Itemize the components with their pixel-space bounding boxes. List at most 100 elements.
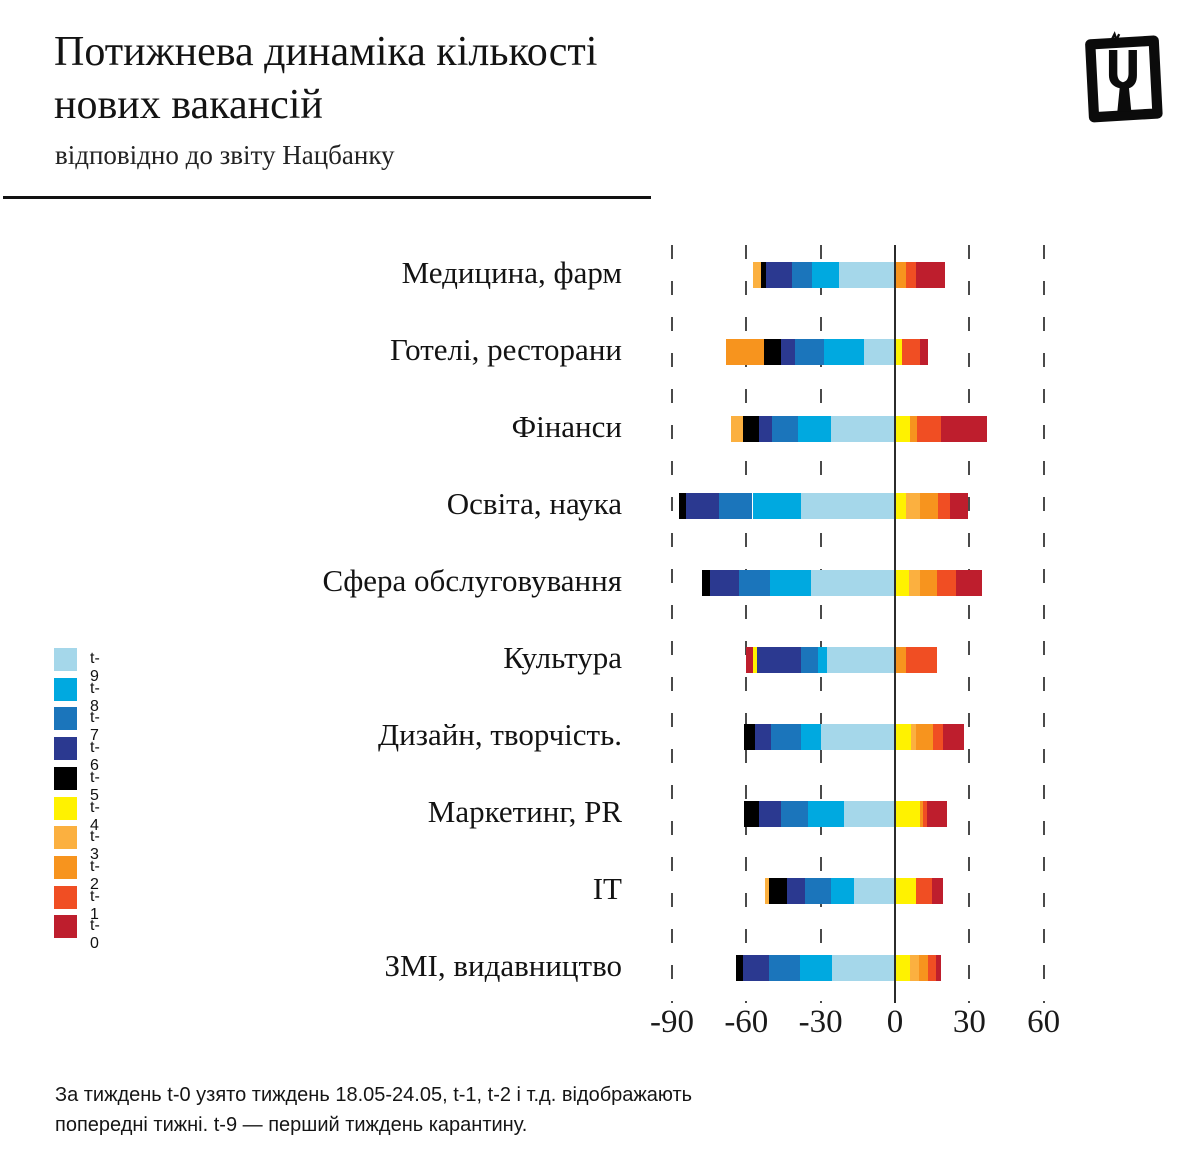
bar-segment-t-3 xyxy=(764,878,769,904)
category-label: Медицина, фарм xyxy=(401,255,622,290)
bar-segment-t-6 xyxy=(787,878,805,904)
bar-segment-t-0 xyxy=(916,262,945,288)
bar-segment-t-9 xyxy=(800,493,895,519)
bar-segment-t-3 xyxy=(752,262,762,288)
bar-segment-t-8 xyxy=(798,416,831,442)
bar-segment-t-7 xyxy=(781,801,809,827)
bar-segment-t-1 xyxy=(938,493,950,519)
bar-segment-t-4 xyxy=(895,955,910,981)
category-label: Культура xyxy=(503,640,622,675)
bar-segment-t-1 xyxy=(902,339,920,365)
bar-segment-t-9 xyxy=(864,339,895,365)
axis-tick-label: 30 xyxy=(952,1004,986,1040)
bar-segment-t-7 xyxy=(719,493,753,519)
bar-segment-t-2 xyxy=(919,801,924,827)
bar-segment-t-1 xyxy=(916,878,933,904)
bar-segment-t-1 xyxy=(928,955,936,981)
bar-segment-t-4 xyxy=(895,801,920,827)
legend-swatch-t-5 xyxy=(54,766,77,790)
category-label: Дизайн, творчість. xyxy=(377,717,622,752)
bar-segment-t-0 xyxy=(949,493,969,519)
legend-swatch-t-7 xyxy=(54,707,77,731)
bar-segment-t-9 xyxy=(830,416,895,442)
bar-segment-t-6 xyxy=(758,416,773,442)
bar-segment-t-2 xyxy=(919,570,938,596)
legend-swatch-t-1 xyxy=(54,885,77,909)
bar-segment-t-7 xyxy=(794,339,825,365)
bar-segment-t-1 xyxy=(933,724,944,750)
bar-segment-t-5 xyxy=(736,955,743,981)
legend-label: t-3 xyxy=(90,828,100,864)
legend-label: t-8 xyxy=(90,679,100,715)
gridline--90 xyxy=(670,245,673,1003)
legend-swatch-t-2 xyxy=(54,855,77,879)
bar-segment-t-1 xyxy=(906,647,938,673)
bar-segment-t-5 xyxy=(701,570,711,596)
bar-segment-t-7 xyxy=(804,878,831,904)
bar-segment-t-6 xyxy=(757,647,801,673)
bar-segment-t-4 xyxy=(895,570,909,596)
bar-segment-t-9 xyxy=(826,647,895,673)
bar-segment-t-8 xyxy=(808,801,845,827)
legend-label: t-0 xyxy=(90,917,100,953)
bar-segment-t-5 xyxy=(679,493,686,519)
bar-segment-t-9 xyxy=(820,724,895,750)
bar-segment-t-1 xyxy=(917,416,941,442)
bar-segment-t-5 xyxy=(768,878,788,904)
bar-segment-t-3 xyxy=(731,416,743,442)
axis-tick-label: 60 xyxy=(1027,1004,1061,1040)
gridline--60 xyxy=(745,245,748,1003)
bar-segment-t-3 xyxy=(909,955,919,981)
axis-tick-label: -90 xyxy=(649,1004,694,1040)
bar-segment-t-7 xyxy=(771,724,801,750)
legend-swatch-t-4 xyxy=(54,796,77,820)
bar-segment-t-7 xyxy=(792,262,812,288)
bar-segment-t-8 xyxy=(799,955,832,981)
bar-segment-t-0 xyxy=(932,878,944,904)
legend-label: t-1 xyxy=(90,887,100,923)
bar-segment-t-9 xyxy=(854,878,895,904)
bar-segment-t-0 xyxy=(919,339,929,365)
bar-segment-t-1 xyxy=(906,262,917,288)
bar-segment-t-0 xyxy=(935,955,941,981)
bar-segment-t-4 xyxy=(895,724,912,750)
bar-segment-t-2 xyxy=(726,339,764,365)
legend-swatch-t-0 xyxy=(54,915,77,939)
bar-segment-t-8 xyxy=(818,647,827,673)
bar-segment-t-7 xyxy=(772,416,799,442)
gridline-60 xyxy=(1042,245,1045,1003)
footnote-line2: попередні тижні. t-9 — перший тиждень ка… xyxy=(55,1114,528,1136)
axis-tick-label: -30 xyxy=(798,1004,843,1040)
bar-segment-t-8 xyxy=(769,570,811,596)
legend-swatch-t-3 xyxy=(54,826,77,850)
bar-segment-t-8 xyxy=(811,262,840,288)
bar-segment-t-2 xyxy=(909,416,918,442)
category-label: Маркетинг, PR xyxy=(427,794,622,829)
bar-segment-t-4 xyxy=(752,647,758,673)
bar-segment-t-3 xyxy=(908,570,920,596)
bar-segment-t-4 xyxy=(895,416,910,442)
bar-segment-t-6 xyxy=(754,724,772,750)
bar-segment-t-8 xyxy=(830,878,855,904)
bar-segment-t-7 xyxy=(768,955,800,981)
bar-segment-t-5 xyxy=(743,724,755,750)
zero-axis-line xyxy=(894,245,896,1003)
bar-segment-t-2 xyxy=(916,724,934,750)
legend-swatch-t-9 xyxy=(54,648,77,671)
bar-segment-t-8 xyxy=(800,724,821,750)
legend-label: t-7 xyxy=(90,709,100,745)
bar-segment-t-6 xyxy=(758,801,781,827)
bar-segment-t-9 xyxy=(810,570,895,596)
bar-segment-t-7 xyxy=(738,570,770,596)
category-label: Готелі, ресторани xyxy=(389,332,622,367)
bar-segment-t-2 xyxy=(919,493,939,519)
bar-segment-t-3 xyxy=(906,493,920,519)
bar-segment-t-6 xyxy=(766,262,793,288)
bar-segment-t-4 xyxy=(895,493,907,519)
gridline--30 xyxy=(819,245,822,1003)
legend-label: t-6 xyxy=(90,739,100,775)
bar-segment-t-4 xyxy=(895,878,917,904)
legend-label: t-5 xyxy=(90,768,100,804)
